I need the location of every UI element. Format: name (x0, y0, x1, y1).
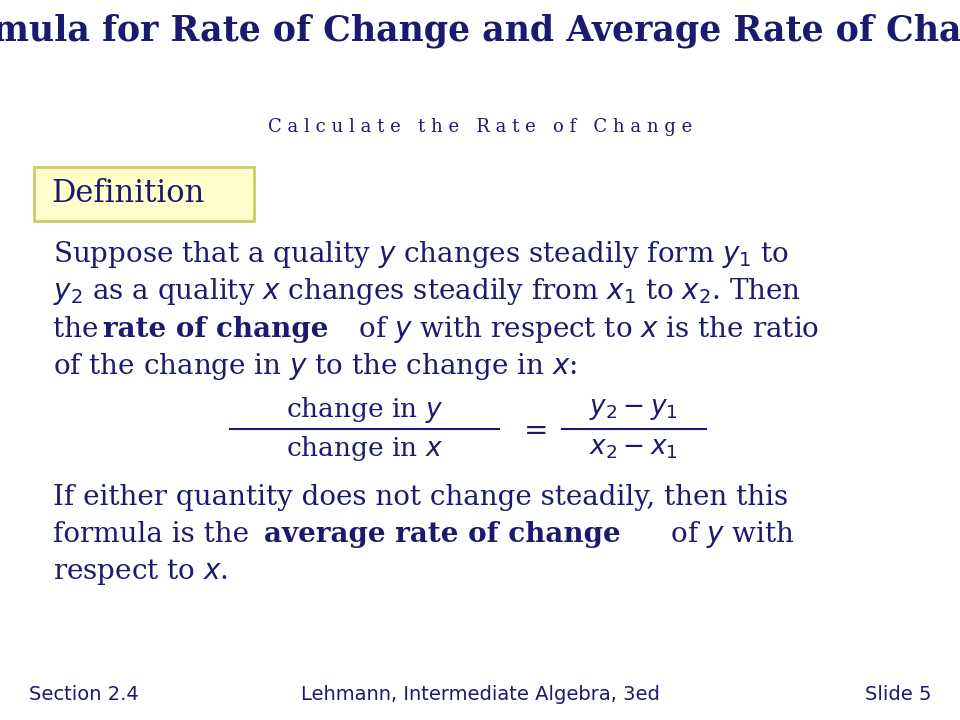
Text: of the change in $y$ to the change in $x$:: of the change in $y$ to the change in $x… (53, 351, 577, 382)
Text: Formula for Rate of Change and Average Rate of Change: Formula for Rate of Change and Average R… (0, 14, 960, 48)
Text: $y_2 - y_1$: $y_2 - y_1$ (589, 397, 678, 422)
Text: Section 2.4: Section 2.4 (29, 685, 138, 703)
Text: rate of change: rate of change (103, 315, 328, 343)
Text: $y_2$ as a quality $x$ changes steadily from $x_1$ to $x_2$. Then: $y_2$ as a quality $x$ changes steadily … (53, 276, 801, 307)
Text: respect to $x$.: respect to $x$. (53, 557, 228, 587)
Text: Lehmann, Intermediate Algebra, 3ed: Lehmann, Intermediate Algebra, 3ed (300, 685, 660, 703)
Text: Slide 5: Slide 5 (865, 685, 931, 703)
Text: the: the (53, 315, 108, 343)
Text: average rate of change: average rate of change (264, 521, 621, 549)
Text: Suppose that a quality $y$ changes steadily form $y_1$ to: Suppose that a quality $y$ changes stead… (53, 239, 789, 270)
Text: change in $y$: change in $y$ (286, 395, 444, 425)
Text: of $y$ with respect to $x$ is the ratio: of $y$ with respect to $x$ is the ratio (350, 313, 820, 345)
FancyBboxPatch shape (34, 167, 254, 221)
Text: If either quantity does not change steadily, then this: If either quantity does not change stead… (53, 484, 788, 511)
Text: of $y$ with: of $y$ with (662, 519, 795, 550)
Text: formula is the: formula is the (53, 521, 257, 549)
Text: $=$: $=$ (518, 415, 547, 444)
Text: $x_2 - x_1$: $x_2 - x_1$ (589, 436, 678, 462)
Text: Definition: Definition (51, 178, 204, 209)
Text: C a l c u l a t e   t h e   R a t e   o f   C h a n g e: C a l c u l a t e t h e R a t e o f C h … (268, 117, 692, 135)
Text: change in $x$: change in $x$ (286, 434, 444, 464)
